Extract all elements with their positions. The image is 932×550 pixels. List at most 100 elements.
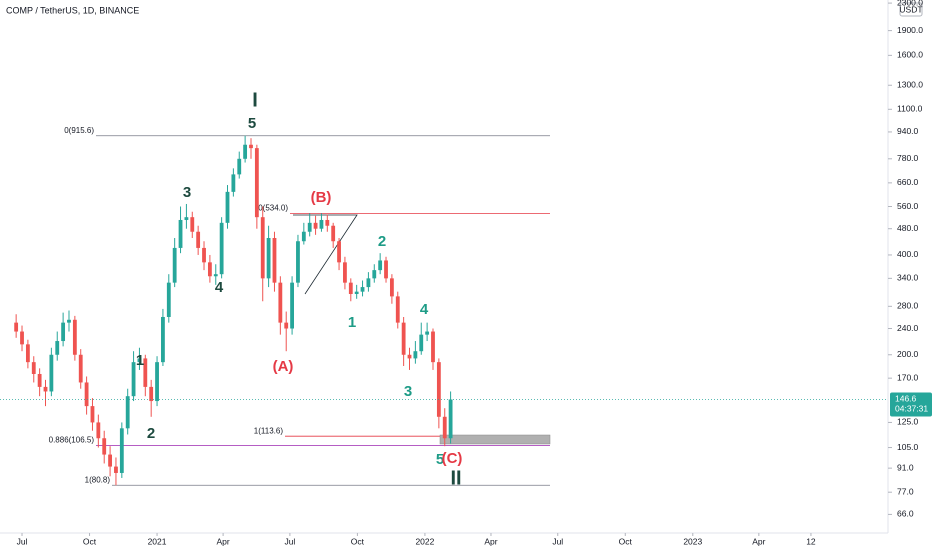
x-tick-label: Jul	[17, 536, 28, 546]
candle-body	[413, 351, 418, 359]
currency-box	[899, 2, 923, 17]
candle-body	[84, 382, 89, 407]
candle-body	[348, 282, 353, 295]
candle-body	[354, 291, 359, 295]
wave-label: 3	[404, 383, 412, 400]
candle-body	[25, 344, 30, 363]
candle-body	[31, 362, 36, 374]
y-tick-label: 77.0	[897, 486, 914, 496]
candle-body	[178, 219, 183, 248]
wave-label: (C)	[442, 450, 463, 467]
candle-body	[319, 219, 324, 229]
level-label: 0(915.6)	[64, 126, 94, 135]
candle-body	[78, 354, 83, 383]
wave-label: 5	[248, 115, 256, 132]
candle-body	[213, 274, 218, 277]
candle-body	[337, 241, 341, 263]
candle-body	[237, 158, 242, 175]
level-label: 1(113.6)	[254, 426, 284, 435]
countdown: 04:37:31	[895, 404, 928, 414]
candle-body	[384, 260, 388, 279]
candle-body	[272, 237, 277, 283]
wave-label: 1	[348, 314, 356, 331]
candle-body	[307, 222, 312, 232]
candle-body	[389, 278, 394, 297]
candle-body	[190, 217, 195, 232]
wave-label: (A)	[273, 358, 294, 375]
wave-label: 4	[420, 301, 429, 318]
candle-body	[155, 362, 159, 402]
candle-body	[119, 428, 124, 473]
candle-body	[219, 222, 224, 275]
candle-body	[290, 282, 294, 329]
wave-label: II	[450, 467, 461, 489]
candle-body	[49, 354, 54, 392]
candle-body	[401, 322, 406, 355]
wave-label: (B)	[311, 189, 332, 206]
candle-body	[67, 319, 71, 323]
candle-body	[249, 144, 253, 149]
y-tick-label: 1300.0	[897, 79, 923, 89]
last-price-tag	[890, 392, 932, 417]
candle-body	[296, 241, 300, 283]
candle-body	[254, 148, 259, 218]
y-tick-label: 560.0	[897, 201, 919, 211]
x-tick-label: Apr	[484, 536, 497, 546]
candle-body	[20, 331, 24, 345]
y-tick-label: 66.0	[897, 509, 914, 519]
y-tick-label: 480.0	[897, 223, 919, 233]
candle-body	[72, 319, 77, 355]
candle-body	[125, 396, 130, 429]
candle-body	[225, 191, 230, 223]
candle-body	[114, 466, 118, 473]
candle-body	[372, 270, 377, 279]
candle-body	[166, 282, 171, 317]
currency: USDT	[899, 4, 922, 14]
candle-body	[61, 322, 66, 342]
candle-body	[395, 296, 400, 323]
candle-body	[108, 454, 112, 467]
wave-label: 1	[136, 352, 144, 369]
candle-body	[360, 287, 365, 292]
candle-body	[137, 358, 142, 363]
triangle	[293, 214, 358, 295]
candle-body	[325, 219, 330, 226]
candle-body	[143, 358, 148, 387]
x-tick-label: Oct	[83, 536, 97, 546]
candle-body	[43, 386, 48, 392]
chart-title: COMP / TetherUS, 1D, BINANCE	[6, 5, 139, 15]
candle-body	[14, 322, 19, 332]
y-tick-label: 125.0	[897, 417, 919, 427]
candle-body	[207, 262, 212, 277]
y-tick-label: 105.0	[897, 442, 919, 452]
candle-body	[131, 362, 136, 397]
candle-body	[231, 174, 236, 192]
x-tick-label: 2022	[415, 536, 434, 546]
candle-body	[55, 341, 60, 355]
x-tick-label: Jul	[552, 536, 563, 546]
x-tick-label: Apr	[216, 536, 229, 546]
candle-body	[425, 331, 430, 335]
candle-body	[407, 354, 412, 359]
y-tick-label: 780.0	[897, 153, 919, 163]
candle-body	[90, 406, 95, 423]
wave-label: I	[252, 89, 258, 111]
candles	[14, 135, 453, 486]
candle-body	[202, 247, 206, 263]
x-tick-label: Apr	[752, 536, 765, 546]
y-tick-label: 170.0	[897, 372, 919, 382]
y-tick-label: 2300.0	[897, 0, 923, 7]
x-tick-label: 2021	[148, 536, 167, 546]
candle-body	[366, 278, 371, 288]
candle-body	[102, 438, 107, 455]
last-price: 146.6	[895, 394, 917, 404]
candle-body	[436, 362, 441, 417]
candle-body	[172, 247, 177, 283]
wave-label: 3	[183, 184, 191, 201]
y-tick-label: 660.0	[897, 177, 919, 187]
y-tick-label: 200.0	[897, 349, 919, 359]
candle-body	[37, 373, 42, 387]
candle-body	[331, 225, 336, 242]
